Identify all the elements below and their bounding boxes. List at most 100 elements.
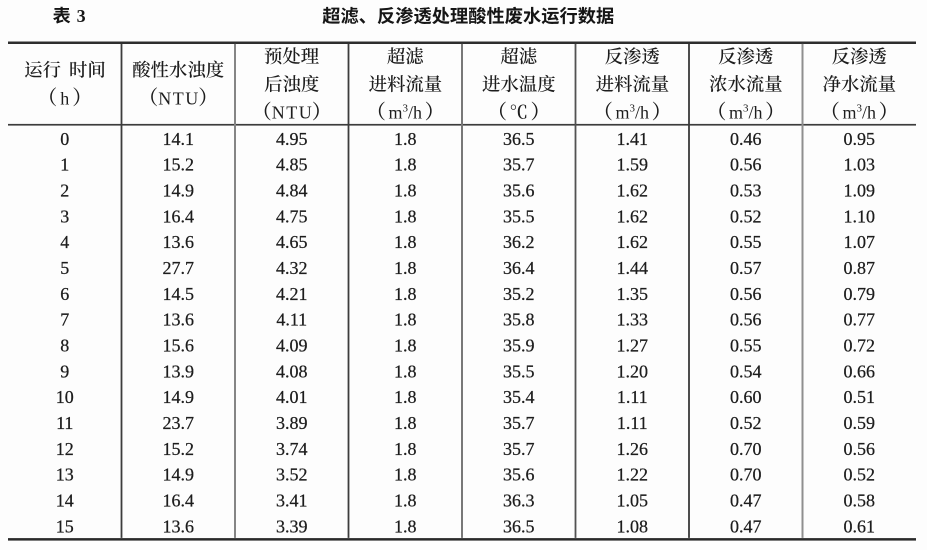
svg-text:35.4: 35.4: [503, 387, 535, 407]
svg-text:13.6: 13.6: [163, 232, 195, 252]
svg-text:3: 3: [743, 103, 749, 115]
svg-text:1.27: 1.27: [617, 335, 649, 355]
svg-text:3.52: 3.52: [276, 465, 308, 485]
svg-text:0.70: 0.70: [730, 439, 762, 459]
svg-text:1.62: 1.62: [617, 232, 649, 252]
svg-text:0.56: 0.56: [844, 439, 876, 459]
svg-text:1.35: 1.35: [617, 284, 649, 304]
svg-text:36.5: 36.5: [503, 129, 535, 149]
svg-text:15.6: 15.6: [163, 335, 195, 355]
svg-text:0.51: 0.51: [844, 387, 876, 407]
svg-text:14.9: 14.9: [163, 387, 195, 407]
svg-text:1.8: 1.8: [394, 439, 417, 459]
svg-text:35.5: 35.5: [503, 361, 535, 381]
svg-text:1.8: 1.8: [394, 258, 417, 278]
svg-text:0.60: 0.60: [730, 387, 762, 407]
svg-text:36.4: 36.4: [503, 258, 535, 278]
svg-text:1.8: 1.8: [394, 361, 417, 381]
svg-text:1.03: 1.03: [844, 155, 876, 175]
svg-text:36.2: 36.2: [503, 232, 535, 252]
svg-text:1.8: 1.8: [394, 413, 417, 433]
svg-text:m: m: [389, 103, 403, 123]
svg-text:1.09: 1.09: [844, 180, 876, 200]
svg-text:0.55: 0.55: [730, 335, 762, 355]
svg-text:0.46: 0.46: [730, 129, 762, 149]
svg-text:1.10: 1.10: [844, 206, 876, 226]
svg-text:0.56: 0.56: [730, 155, 762, 175]
svg-text:35.9: 35.9: [503, 335, 535, 355]
svg-text:1.8: 1.8: [394, 465, 417, 485]
svg-text:3.39: 3.39: [276, 516, 308, 536]
svg-text:/h: /h: [408, 103, 422, 123]
svg-text:1.07: 1.07: [844, 232, 876, 252]
svg-text:1.41: 1.41: [617, 129, 649, 149]
svg-text:5: 5: [60, 258, 69, 278]
svg-text:1.44: 1.44: [617, 258, 649, 278]
svg-text:35.5: 35.5: [503, 206, 535, 226]
svg-text:1.62: 1.62: [617, 206, 649, 226]
svg-text:4.95: 4.95: [276, 129, 308, 149]
svg-text:12: 12: [56, 439, 74, 459]
svg-text:1.05: 1.05: [617, 490, 649, 510]
svg-text:m: m: [616, 103, 630, 123]
svg-text:NTU: NTU: [158, 88, 200, 108]
svg-text:3: 3: [60, 206, 69, 226]
svg-text:14.1: 14.1: [163, 129, 195, 149]
svg-text:1.62: 1.62: [617, 180, 649, 200]
svg-text:4.11: 4.11: [276, 310, 307, 330]
svg-text:3.41: 3.41: [276, 490, 308, 510]
svg-text:1.8: 1.8: [394, 490, 417, 510]
svg-text:13.6: 13.6: [163, 516, 195, 536]
svg-text:/h: /h: [635, 103, 649, 123]
svg-text:15: 15: [56, 516, 74, 536]
svg-text:1.20: 1.20: [617, 361, 649, 381]
svg-text:0.57: 0.57: [730, 258, 762, 278]
svg-text:13: 13: [56, 465, 74, 485]
svg-text:27.7: 27.7: [163, 258, 195, 278]
svg-text:0.61: 0.61: [844, 516, 876, 536]
svg-text:6: 6: [60, 284, 69, 304]
svg-text:1: 1: [60, 155, 69, 175]
svg-text:/h: /h: [862, 103, 876, 123]
svg-text:4: 4: [60, 232, 69, 252]
svg-text:0.58: 0.58: [844, 490, 876, 510]
svg-text:35.2: 35.2: [503, 284, 535, 304]
svg-text:m: m: [729, 103, 743, 123]
svg-text:0.47: 0.47: [730, 490, 762, 510]
svg-text:13.9: 13.9: [163, 361, 195, 381]
svg-text:8: 8: [60, 335, 69, 355]
svg-text:1.22: 1.22: [617, 465, 649, 485]
svg-text:NTU: NTU: [272, 103, 314, 123]
svg-text:35.7: 35.7: [503, 155, 535, 175]
svg-text:4.75: 4.75: [276, 206, 308, 226]
svg-text:13.6: 13.6: [163, 310, 195, 330]
svg-text:0.72: 0.72: [844, 335, 876, 355]
svg-text:0.79: 0.79: [844, 284, 876, 304]
svg-text:0.77: 0.77: [844, 310, 876, 330]
svg-text:1.8: 1.8: [394, 335, 417, 355]
svg-text:1.8: 1.8: [394, 310, 417, 330]
svg-text:35.7: 35.7: [503, 439, 535, 459]
svg-text:1.11: 1.11: [617, 387, 648, 407]
svg-text:3: 3: [630, 103, 636, 115]
svg-text:35.6: 35.6: [503, 180, 535, 200]
svg-text:3: 3: [857, 103, 863, 115]
svg-text:4.09: 4.09: [276, 335, 308, 355]
svg-text:1.59: 1.59: [617, 155, 649, 175]
svg-text:4.08: 4.08: [276, 361, 308, 381]
svg-text:0.56: 0.56: [730, 310, 762, 330]
svg-text:0.56: 0.56: [730, 284, 762, 304]
svg-text:0.87: 0.87: [844, 258, 876, 278]
svg-text:3: 3: [403, 103, 409, 115]
svg-text:0.59: 0.59: [844, 413, 876, 433]
svg-text:1.8: 1.8: [394, 232, 417, 252]
svg-text:11: 11: [56, 413, 73, 433]
svg-text:16.4: 16.4: [163, 206, 195, 226]
svg-text:1.11: 1.11: [617, 413, 648, 433]
svg-text:1.08: 1.08: [617, 516, 649, 536]
svg-text:0.52: 0.52: [730, 413, 762, 433]
svg-text:4.21: 4.21: [276, 284, 308, 304]
svg-text:15.2: 15.2: [163, 155, 195, 175]
svg-text:14.9: 14.9: [163, 465, 195, 485]
svg-text:36.5: 36.5: [503, 516, 535, 536]
